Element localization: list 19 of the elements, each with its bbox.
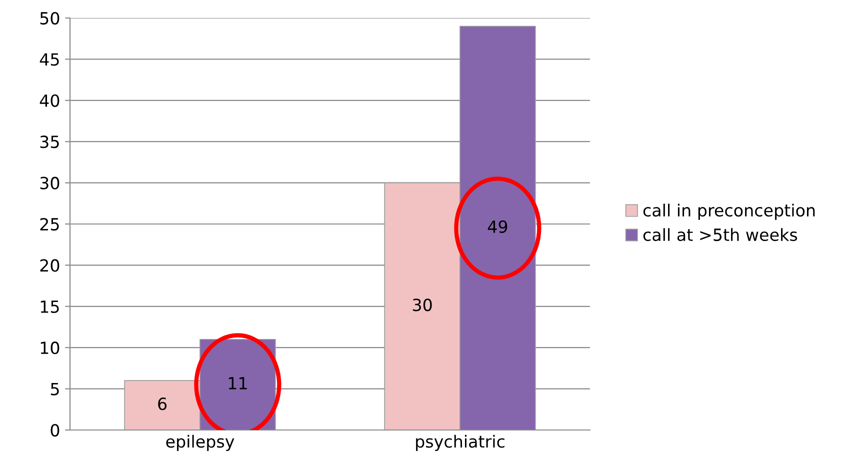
y-tick-label: 15 xyxy=(40,300,59,313)
legend-label: call at >5th weeks xyxy=(643,228,798,242)
y-tick-label: 20 xyxy=(40,259,60,272)
y-tick-label: 40 xyxy=(40,94,60,107)
y-tick-label: 30 xyxy=(40,176,60,190)
y-tick-label: 35 xyxy=(40,136,59,148)
y-tick-label: 0 xyxy=(50,424,60,437)
data-label: 30 xyxy=(412,298,432,312)
x-tick-label: psychiatric xyxy=(416,434,504,451)
data-label: 11 xyxy=(228,377,247,390)
y-tick-label: 25 xyxy=(40,218,59,231)
y-tick-label: 5 xyxy=(50,382,59,396)
y-tick-label: 10 xyxy=(40,342,60,354)
x-tick-label: epilepsy xyxy=(166,434,234,451)
y-tick-label: 45 xyxy=(40,53,59,66)
y-tick-label: 50 xyxy=(40,12,60,25)
data-label: 6 xyxy=(158,398,167,410)
data-label: 49 xyxy=(488,220,508,233)
legend-label: call in preconception xyxy=(643,204,815,220)
